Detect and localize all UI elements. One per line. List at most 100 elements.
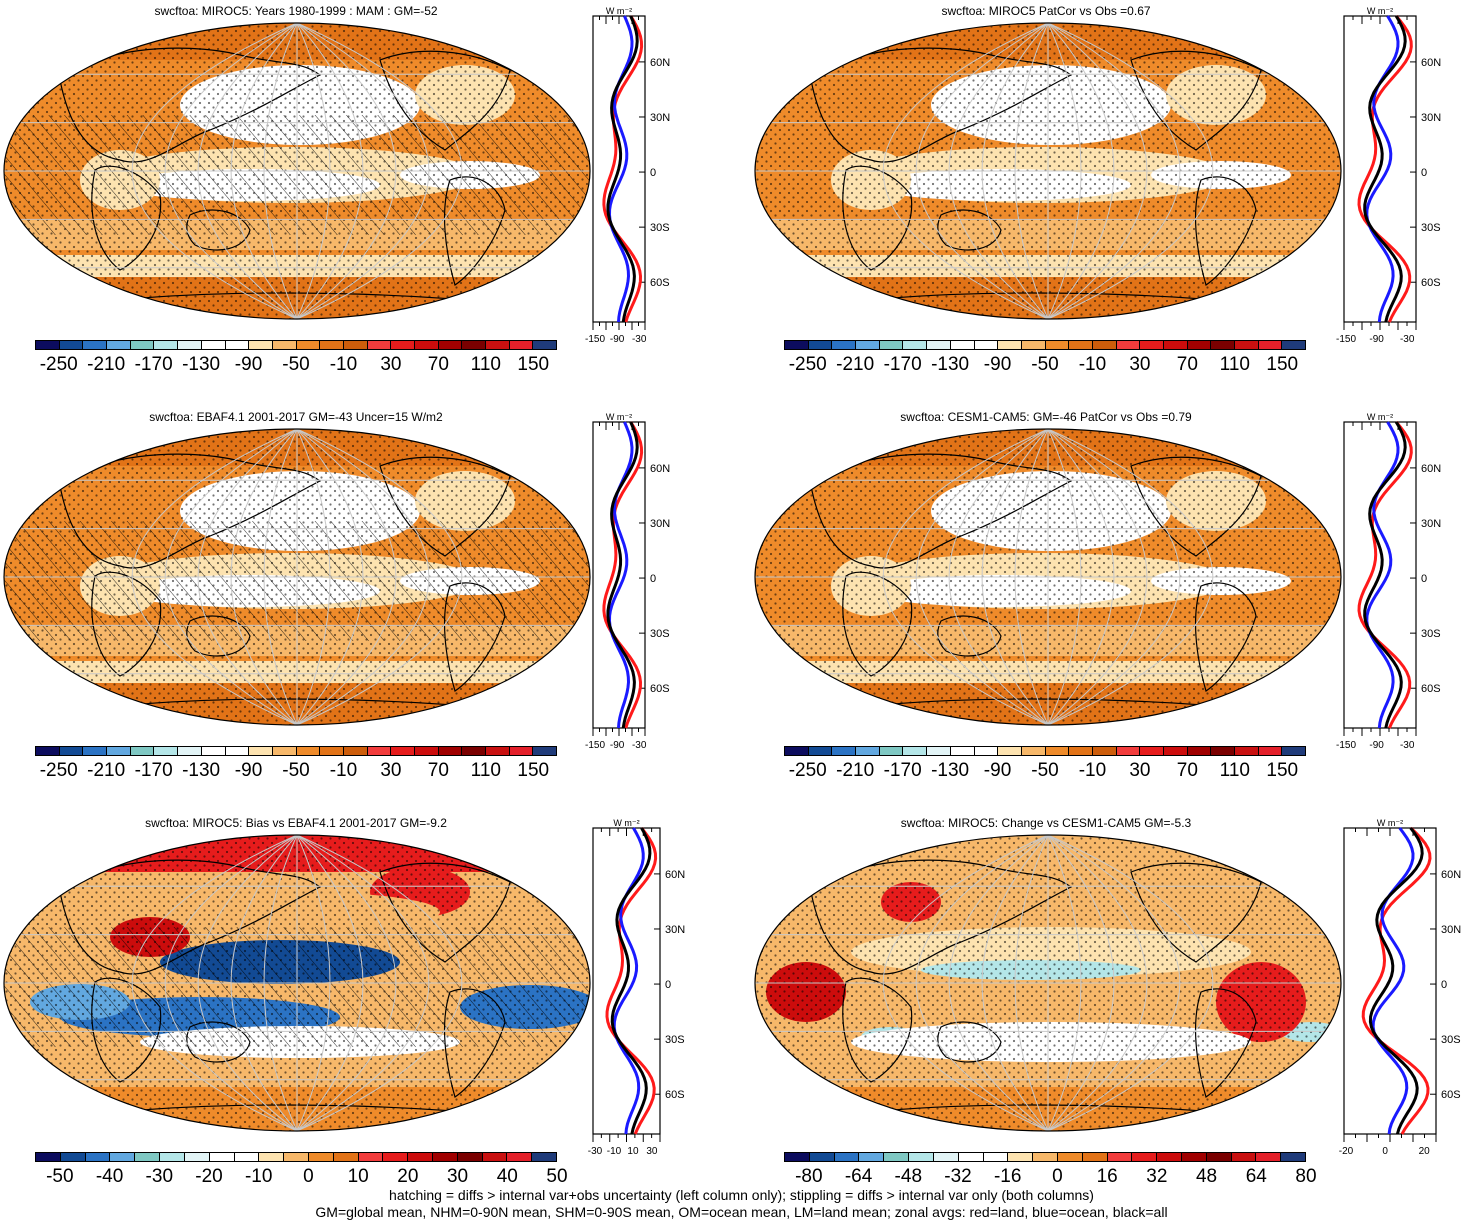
colorbar-label: -10: [329, 760, 358, 781]
zonal-lat-label: 30N: [1421, 518, 1441, 530]
colorbar-label: -250: [788, 760, 827, 781]
zonal-lat-label: 60N: [1421, 463, 1441, 475]
colorbar-label: 30: [1129, 354, 1151, 375]
zonal-lat-label: 60N: [650, 57, 670, 69]
robinson-map: [754, 428, 1342, 726]
colorbar-label: -10: [329, 354, 358, 375]
zonal-lat-label: 0: [665, 979, 671, 991]
zonal-lat-label: 30S: [1421, 628, 1441, 640]
colorbar-swatch: [879, 747, 904, 755]
colorbar-swatch: [482, 1153, 508, 1161]
graticule-meridian: [1014, 429, 1049, 725]
graticule-meridian: [296, 835, 397, 1131]
graticule-meridian: [263, 429, 298, 725]
graticule-meridian: [296, 23, 430, 319]
panel-title: swcftoa: EBAF4.1 2001-2017 GM=-43 Uncer=…: [149, 410, 443, 424]
panel-title: swcftoa: MIROC5: Years 1980-1999 : MAM :…: [154, 4, 438, 18]
graticule-meridian: [981, 835, 1049, 1131]
colorbar-label: 30: [446, 1166, 469, 1187]
zonal-ocean-line: [1365, 15, 1400, 323]
zonal-unit: W m⁻²: [606, 6, 632, 16]
colorbar-swatch: [1231, 1153, 1257, 1161]
graticule-meridian: [882, 23, 1049, 319]
colorbar-label: -170: [883, 354, 922, 375]
colorbar-swatch: [1258, 341, 1283, 349]
graticule-meridian: [296, 23, 364, 319]
colorbar-swatch: [974, 341, 999, 349]
colorbar-label: -170: [134, 354, 173, 375]
colorbar-swatch: [998, 341, 1022, 349]
colorbar-label: -50: [282, 354, 310, 375]
zonal-tick-label: -30: [1400, 334, 1415, 345]
colorbar-label: -250: [39, 760, 78, 781]
graticule-meridian: [1047, 835, 1148, 1131]
colorbar-swatch: [201, 747, 226, 755]
colorbar-swatch: [284, 1153, 309, 1161]
zonal-all-line: [1363, 15, 1407, 323]
zonal-land-line: [1357, 421, 1413, 729]
graticule-meridian: [1047, 429, 1115, 725]
colorbar: [784, 746, 1306, 756]
colorbar-swatch: [408, 1153, 433, 1161]
colorbar-swatch: [958, 1153, 984, 1161]
graticule-meridian: [296, 835, 463, 1131]
colorbar-swatch: [1045, 341, 1070, 349]
colorbar-label: -48: [894, 1166, 923, 1187]
zonal-average-plot: W m⁻² -20 0 20 60N 30N 0 30S 60S: [1339, 818, 1461, 1157]
graticule-meridian: [131, 23, 298, 319]
zonal-tick-label: -20: [1339, 1146, 1354, 1157]
zonal-lat-label: 60S: [665, 1089, 685, 1101]
colorbar-swatch: [107, 747, 131, 755]
colorbar-swatch: [130, 341, 155, 349]
colorbar-swatch: [1235, 341, 1259, 349]
colorbar-label: -210: [87, 760, 126, 781]
colorbar-swatch: [107, 341, 131, 349]
colorbar-label: -210: [836, 760, 875, 781]
colorbar-swatch: [383, 1153, 409, 1161]
graticule-meridian: [882, 835, 1049, 1131]
colorbar-swatch: [320, 747, 344, 755]
colorbar-swatch: [1258, 747, 1283, 755]
colorbar-swatch: [36, 747, 60, 755]
colorbar-label: 64: [1245, 1166, 1267, 1187]
graticule-meridian: [1047, 835, 1082, 1131]
colorbar-swatch: [1069, 341, 1093, 349]
colorbar-label: 150: [1266, 354, 1299, 375]
colorbar-label: -130: [931, 354, 970, 375]
colorbar-swatch: [1187, 341, 1212, 349]
colorbar-label: -80: [795, 1166, 823, 1187]
colorbar-swatch: [83, 747, 108, 755]
zonal-tick-label: 0: [1382, 1146, 1388, 1157]
zonal-ocean-line: [1365, 421, 1400, 729]
colorbar-swatch: [462, 747, 487, 755]
colorbar-label: 110: [470, 354, 501, 375]
colorbar-swatch: [834, 1153, 860, 1161]
colorbar-swatch: [259, 1153, 285, 1161]
colorbar-label: -10: [1078, 760, 1107, 781]
colorbar-label: -170: [883, 760, 922, 781]
colorbar-swatch: [1211, 341, 1236, 349]
zonal-lat-label: 30S: [1441, 1034, 1461, 1046]
colorbar-swatch: [950, 747, 975, 755]
colorbar: [35, 340, 557, 350]
colorbar-swatch: [154, 747, 179, 755]
panel-title: swcftoa: MIROC5: Change vs CESM1-CAM5 GM…: [900, 816, 1192, 830]
colorbar-swatch: [391, 341, 415, 349]
colorbar-swatch: [83, 341, 108, 349]
zonal-tick-label: -150: [1336, 334, 1356, 345]
colorbar-swatch: [808, 747, 833, 755]
graticule-meridian: [296, 835, 430, 1131]
robinson-map: [754, 834, 1342, 1132]
colorbar-swatch: [415, 341, 439, 349]
zonal-lat-label: 60S: [650, 277, 670, 289]
zonal-tick-label: 10: [627, 1146, 639, 1157]
panel-title: swcftoa: MIROC5 PatCor vs Obs =0.67: [941, 4, 1151, 18]
colorbar-label: -250: [788, 354, 827, 375]
zonal-lat-label: 60N: [1421, 57, 1441, 69]
colorbar-label: -50: [1031, 760, 1059, 781]
colorbar-label: 20: [397, 1166, 419, 1187]
colorbar-swatch: [272, 747, 297, 755]
caption-line-2: GM=global mean, NHM=0-90N mean, SHM=0-90…: [315, 1204, 1168, 1220]
colorbar-swatch: [1182, 1153, 1207, 1161]
zonal-lat-label: 0: [650, 167, 656, 179]
